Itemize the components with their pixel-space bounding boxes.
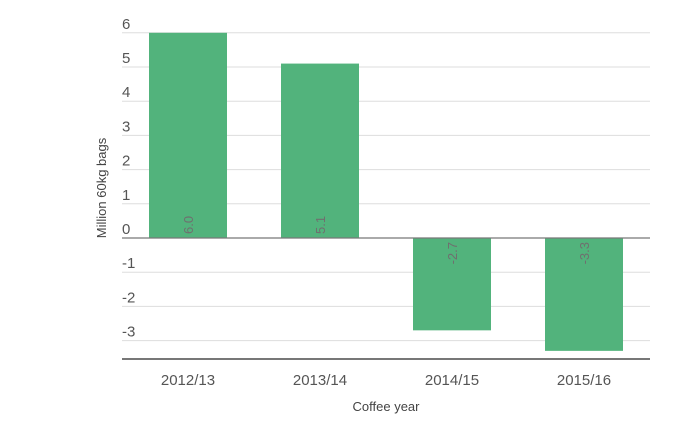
y-tick-label--3: -3 [122,324,135,341]
data-label-2014/15: -2.7 [445,242,460,264]
y-tick-label-0: 0 [122,221,130,238]
bar-2012/13 [149,32,227,238]
y-tick-label--1: -1 [122,255,135,272]
bars [149,32,623,351]
y-tick-label-5: 5 [122,50,130,67]
x-tick-label-2013/14: 2013/14 [293,372,347,389]
data-label-2013/14: 5.1 [313,216,328,234]
x-tick-label-2015/16: 2015/16 [557,372,611,389]
bar-2014/15 [413,238,491,331]
axes: 6 5 4 3 2 1 0 -1 -2 -3 2012/13 2013/14 2014/15 2015/1… [122,16,650,389]
y-tick-label--2: -2 [122,289,135,306]
y-tick-label-2: 2 [122,153,130,170]
data-label-2012/13: 6.0 [181,216,196,234]
data-label-2015/16: -3.3 [577,242,592,264]
bar-2013/14 [281,63,359,238]
y-tick-label-4: 4 [122,84,130,101]
y-axis-title: Million 60kg bags [94,137,109,238]
x-tick-label-2014/15: 2014/15 [425,372,479,389]
bar-2015/16 [545,238,623,351]
y-tick-label-3: 3 [122,118,130,135]
x-tick-label-2012/13: 2012/13 [161,372,215,389]
y-tick-label-1: 1 [122,187,130,204]
y-tick-label-6: 6 [122,16,130,33]
data-labels: 6.0 5.1 -2.7 -3.3 [181,216,592,264]
x-axis-title: Coffee year [353,399,421,414]
